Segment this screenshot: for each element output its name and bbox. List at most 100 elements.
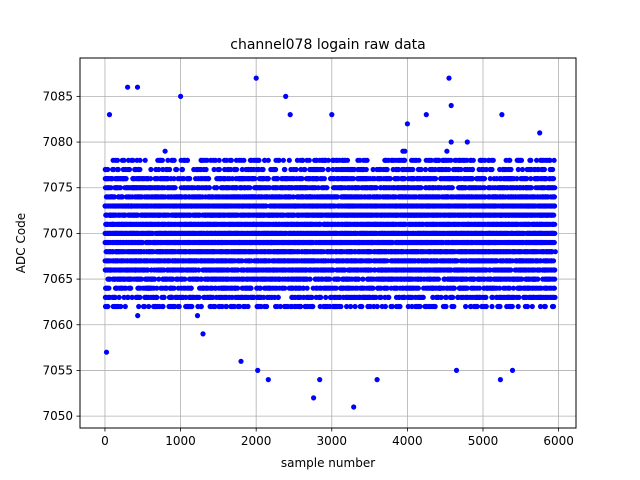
data-point (450, 294, 456, 300)
data-point (552, 221, 558, 227)
data-point (516, 294, 522, 300)
data-point (154, 294, 160, 300)
data-point (551, 267, 557, 273)
data-point (200, 331, 206, 337)
data-point (309, 294, 315, 300)
data-point (382, 303, 388, 310)
data-point (212, 285, 218, 291)
data-point (277, 303, 283, 310)
data-point (451, 285, 457, 291)
data-point (264, 303, 270, 310)
data-point (509, 303, 515, 310)
data-point (338, 303, 344, 310)
data-point (261, 294, 267, 300)
data-point (550, 258, 557, 264)
data-point (551, 203, 558, 209)
data-point (105, 303, 111, 310)
data-point (551, 212, 557, 218)
data-point (497, 285, 503, 291)
data-point (515, 303, 521, 310)
data-point (317, 294, 323, 300)
data-point (129, 294, 135, 300)
data-point (386, 294, 392, 300)
data-point (432, 303, 438, 310)
data-point (136, 303, 142, 310)
data-point (549, 249, 555, 255)
data-point (438, 294, 444, 300)
data-point (529, 303, 535, 310)
data-point (378, 294, 384, 300)
data-point (367, 303, 373, 310)
data-point (537, 303, 544, 310)
data-point (405, 303, 411, 310)
data-point (389, 303, 395, 310)
data-point (135, 313, 141, 319)
data-point (402, 148, 408, 154)
data-point (463, 303, 469, 310)
data-point (370, 285, 376, 291)
data-point (198, 276, 205, 282)
data-point (444, 148, 450, 154)
data-point (384, 285, 390, 291)
data-point (223, 303, 230, 310)
data-point (550, 303, 557, 310)
data-point (189, 303, 195, 310)
data-point (552, 294, 558, 300)
data-point (272, 294, 278, 300)
data-point (483, 303, 489, 310)
data-point (182, 276, 188, 282)
data-point (542, 303, 548, 310)
data-point (212, 303, 218, 310)
data-point (443, 303, 449, 310)
data-point (198, 303, 204, 310)
data-point (300, 285, 306, 291)
data-point (122, 303, 128, 310)
data-point (162, 148, 168, 154)
data-point (304, 285, 310, 291)
data-points (102, 75, 558, 410)
data-point (462, 276, 469, 282)
data-point (146, 303, 152, 310)
data-point (248, 285, 254, 291)
data-point (510, 285, 517, 291)
data-point (415, 285, 421, 291)
data-point (282, 285, 288, 291)
data-point (344, 303, 350, 310)
data-point (371, 303, 377, 310)
data-point (118, 303, 124, 310)
data-point (348, 303, 354, 310)
data-point (156, 276, 162, 282)
data-point (490, 294, 496, 300)
data-point (360, 276, 366, 282)
data-point (551, 285, 558, 291)
data-point (373, 294, 379, 300)
data-point (333, 285, 339, 291)
data-point (152, 276, 158, 282)
data-point (552, 276, 558, 282)
data-point (327, 276, 333, 282)
data-point (448, 139, 454, 145)
data-point (275, 294, 281, 300)
data-point (323, 294, 329, 300)
data-point (125, 294, 131, 300)
data-point (169, 285, 176, 291)
data-point (310, 303, 316, 310)
data-point (420, 294, 426, 300)
data-point (551, 239, 557, 246)
data-point (382, 294, 388, 300)
data-point (116, 294, 122, 300)
data-point (237, 303, 243, 310)
data-point (170, 276, 176, 282)
data-point (483, 294, 489, 300)
data-point (210, 294, 216, 300)
data-point (106, 285, 112, 291)
data-point (435, 276, 441, 282)
data-point (535, 276, 541, 282)
data-point (359, 303, 365, 310)
data-point (524, 303, 531, 310)
data-point (464, 285, 470, 291)
data-point (474, 303, 480, 310)
chart-title: channel078 logain raw data (230, 37, 425, 53)
data-point (451, 303, 457, 310)
